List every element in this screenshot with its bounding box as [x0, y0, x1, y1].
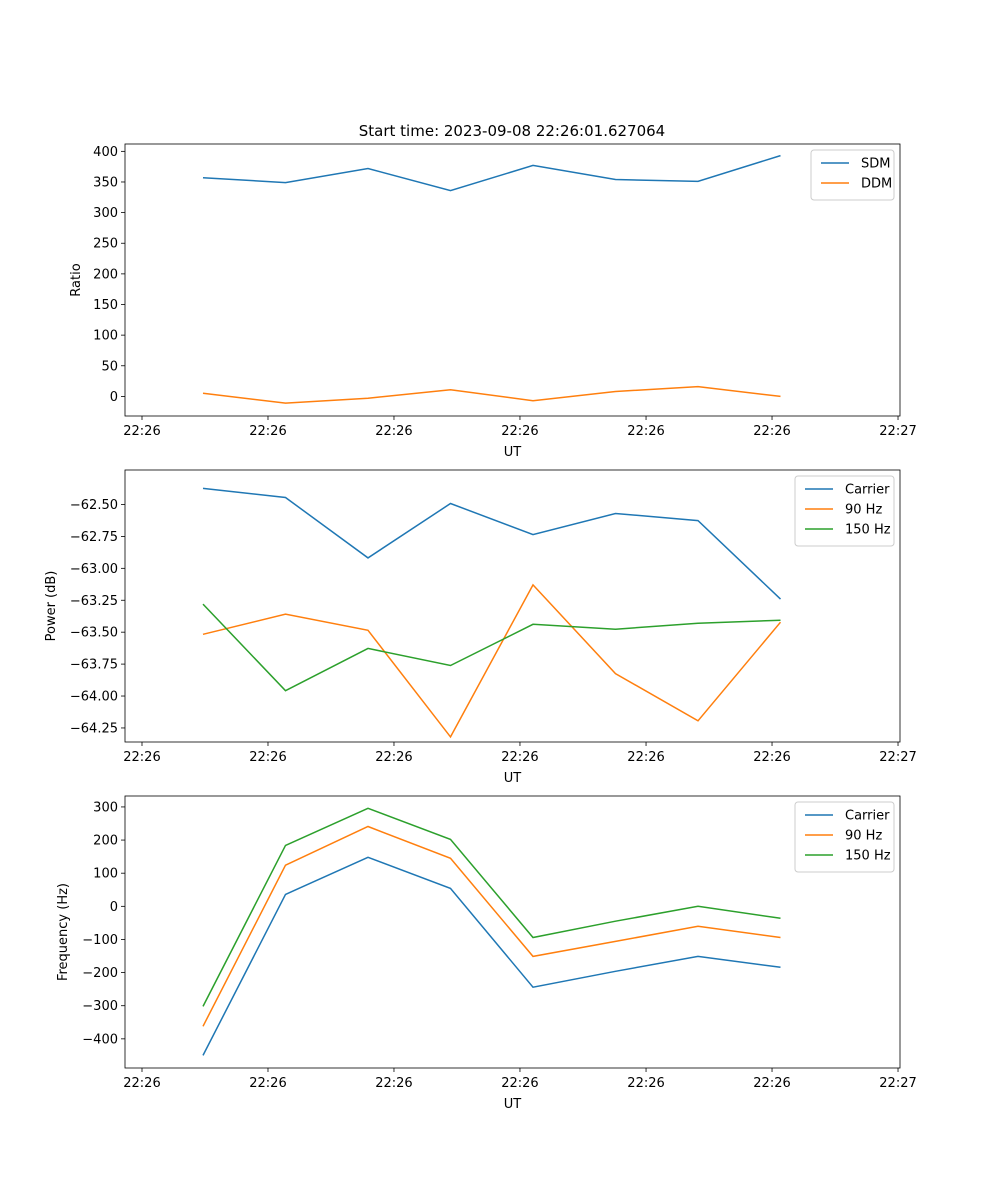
x-tick-label: 22:26 — [753, 424, 790, 439]
series-line-150-hz — [202, 807, 781, 1007]
x-tick-label: 22:27 — [879, 750, 916, 765]
y-axis-label: Ratio — [69, 263, 84, 296]
y-tick-label: 300 — [93, 800, 118, 815]
y-tick-label: 250 — [93, 237, 118, 252]
subplot-1: 22:26 22:26 22:26 22:26 22:26 22:26 22:27 0 50 10… — [69, 143, 917, 460]
series-line-ddm — [202, 385, 781, 404]
x-tick-label: 22:26 — [501, 750, 538, 765]
y-tick-label: −64.25 — [70, 721, 118, 736]
y-tick-label: −63.25 — [70, 594, 118, 609]
legend-label: 90 Hz — [845, 829, 882, 844]
y-axis-label: Power (dB) — [44, 571, 59, 642]
series-line-90-hz — [202, 825, 781, 1027]
subplot-2: 22:26 22:26 22:26 22:26 22:26 22:26 22:27 −62.5… — [44, 469, 917, 786]
y-tick-label: 400 — [93, 145, 118, 160]
x-tick-label: 22:26 — [501, 424, 538, 439]
x-tick-label: 22:26 — [627, 750, 664, 765]
y-tick-label: −62.75 — [70, 530, 118, 545]
subplot-3: 22:26 22:26 22:26 22:26 22:26 22:26 22:27 300 20… — [56, 795, 917, 1112]
y-tick-label: 0 — [110, 390, 118, 405]
y-tick-label: 150 — [93, 298, 118, 313]
x-axis-label: UT — [504, 445, 522, 460]
legend-label: Carrier — [845, 483, 890, 498]
x-tick-label: 22:26 — [501, 1076, 538, 1091]
y-tick-label: −63.75 — [70, 658, 118, 673]
y-tick-label: −63.50 — [70, 626, 118, 641]
y-tick-label: −200 — [82, 966, 118, 981]
x-tick-label: 22:26 — [123, 1076, 160, 1091]
legend-label: 150 Hz — [845, 849, 891, 864]
series-line-sdm — [202, 154, 781, 192]
series-line-90-hz — [202, 583, 782, 739]
x-tick-label: 22:26 — [123, 424, 160, 439]
y-tick-label: 200 — [93, 834, 118, 849]
x-tick-label: 22:26 — [753, 750, 790, 765]
y-tick-label: −300 — [82, 999, 118, 1014]
legend-label: SDM — [861, 157, 890, 172]
x-tick-label: 22:26 — [375, 750, 412, 765]
y-tick-label: 100 — [93, 329, 118, 344]
x-tick-label: 22:27 — [879, 1076, 916, 1091]
y-tick-label: 350 — [93, 175, 118, 190]
legend: Carrier 90 Hz 150 Hz — [794, 801, 895, 873]
legend-label: Carrier — [845, 809, 890, 824]
y-axis-label: Frequency (Hz) — [56, 883, 71, 981]
series-line-carrier — [202, 487, 782, 600]
x-axis-label: UT — [504, 771, 522, 786]
x-tick-label: 22:26 — [627, 424, 664, 439]
chart-title: Start time: 2023-09-08 22:26:01.627064 — [359, 122, 665, 140]
x-tick-label: 22:26 — [249, 1076, 286, 1091]
x-tick-label: 22:26 — [627, 1076, 664, 1091]
y-tick-label: −64.00 — [70, 690, 118, 705]
legend-label: 90 Hz — [845, 503, 882, 518]
axes-frame — [124, 795, 901, 1069]
x-tick-label: 22:27 — [879, 424, 916, 439]
legend-label: 150 Hz — [845, 523, 891, 538]
x-tick-label: 22:26 — [375, 424, 412, 439]
y-tick-label: −62.50 — [70, 498, 118, 513]
y-tick-label: 50 — [101, 359, 118, 374]
axes-frame — [124, 143, 901, 417]
y-tick-label: 300 — [93, 206, 118, 221]
x-tick-label: 22:26 — [753, 1076, 790, 1091]
y-tick-label: 100 — [93, 867, 118, 882]
series-line-150-hz — [202, 603, 781, 692]
x-tick-label: 22:26 — [249, 750, 286, 765]
legend: Carrier 90 Hz 150 Hz — [794, 475, 895, 547]
x-tick-label: 22:26 — [123, 750, 160, 765]
y-tick-label: −400 — [82, 1032, 118, 1047]
x-axis-label: UT — [504, 1097, 522, 1112]
x-tick-label: 22:26 — [249, 424, 286, 439]
legend-label: DDM — [861, 177, 892, 192]
legend: SDM DDM — [810, 149, 895, 201]
y-tick-label: 0 — [110, 900, 118, 915]
y-tick-label: 200 — [93, 267, 118, 282]
series-line-carrier — [202, 856, 781, 1056]
axes-frame — [124, 469, 901, 743]
y-tick-label: −63.00 — [70, 562, 118, 577]
y-tick-label: −100 — [82, 933, 118, 948]
x-tick-label: 22:26 — [375, 1076, 412, 1091]
